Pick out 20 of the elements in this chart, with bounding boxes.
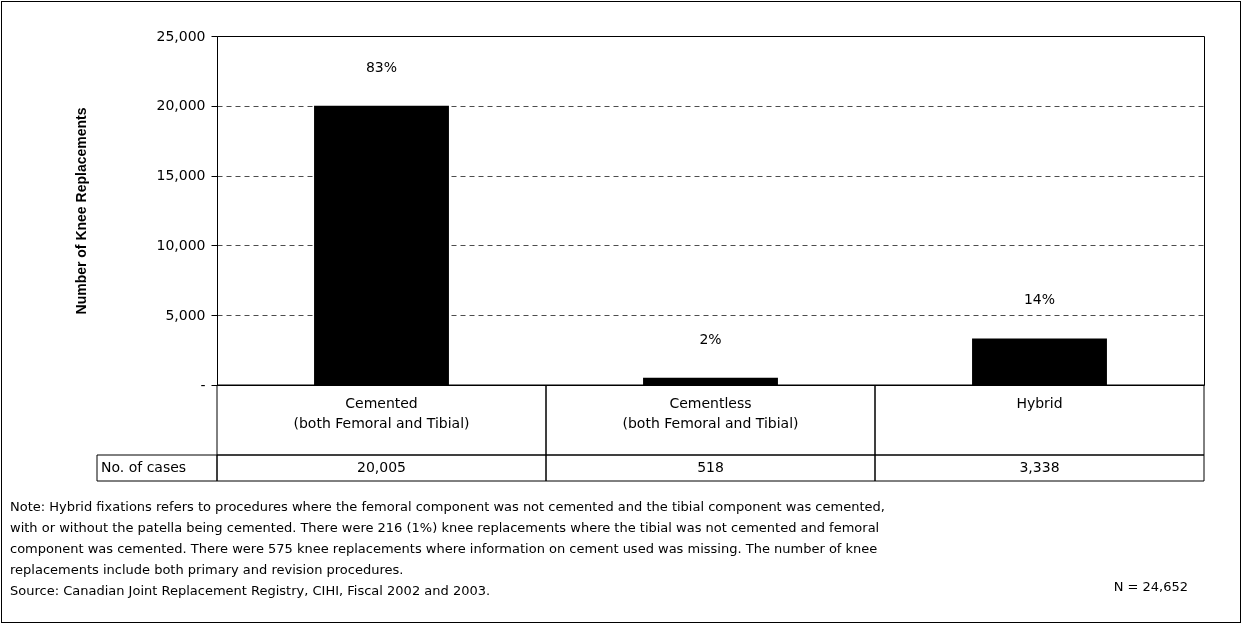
x-tick-label: Hybrid — [1016, 395, 1063, 411]
annotation: 83% — [365, 58, 398, 75]
text: Note: Hybrid fixations refers to procedures where the femoral component was not cemented and the tibial component was cemented, with or without the patella being cemented. There were 216 (1%) knee replacements where the tibial was not cemented and femoral component was cemented. There were 575 knee replacements where information on cement used was missing. The number of knee replacements include both primary and revision procedures. — [10, 499, 885, 577]
data-label: 20,005 — [357, 459, 406, 475]
y-tick-label: 10,000 — [156, 236, 206, 253]
data-label: 518 — [697, 459, 724, 475]
y-tick-label: 20,000 — [156, 97, 206, 114]
annotation: 14% — [1023, 291, 1056, 308]
text: N = 24,652 — [1113, 579, 1188, 594]
y-tick-label: 25,000 — [156, 27, 206, 44]
source-note: Source: Canadian Joint Replacement Registry, CIHI, Fiscal 2002 and 2003. — [10, 583, 491, 598]
y-axis-title: Number of Knee Replacements — [72, 107, 89, 315]
x-tick-label: Cementless (both Femoral and Tibial) — [622, 395, 799, 431]
x-tick-label: Cemented (both Femoral and Tibial) — [293, 395, 470, 431]
y-tick-label: 15,000 — [156, 167, 206, 184]
y-tick-label: - — [200, 376, 206, 393]
text: No. of cases — [101, 459, 187, 475]
annotation: 2% — [699, 330, 722, 347]
y-tick-label: 5,000 — [165, 306, 206, 323]
data-label: 3,338 — [1019, 459, 1060, 475]
